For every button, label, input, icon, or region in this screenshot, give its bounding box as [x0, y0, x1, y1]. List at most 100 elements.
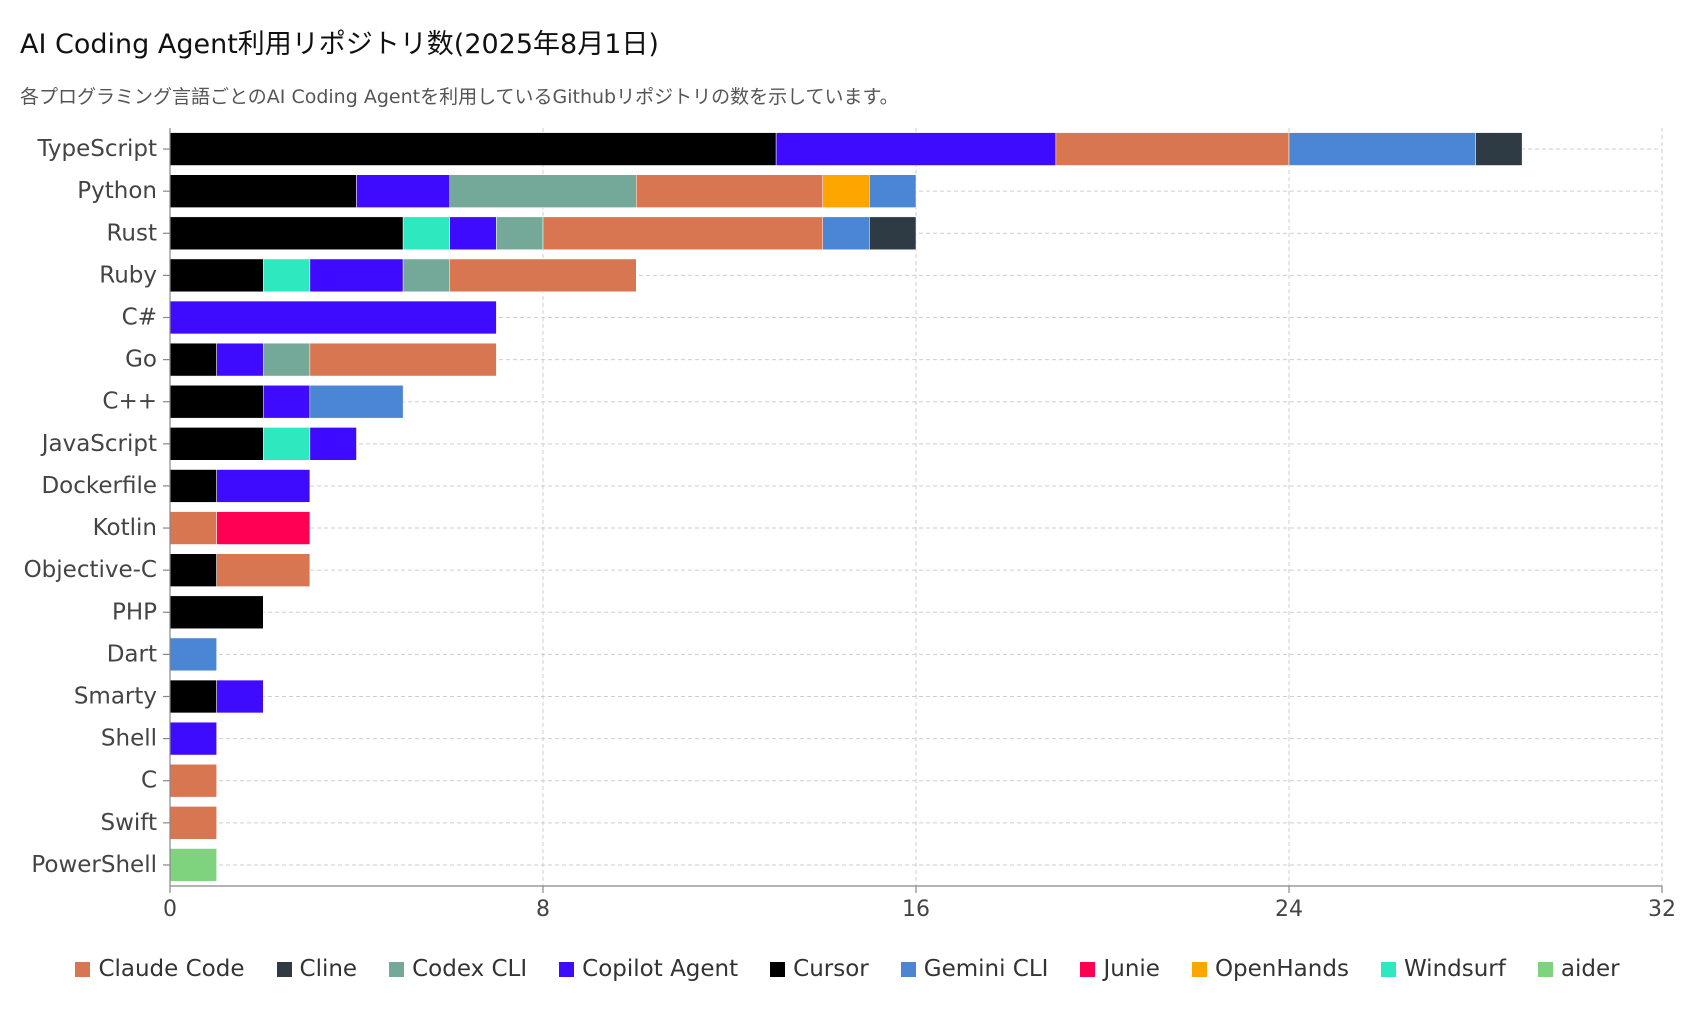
bar-segment-gemini-cli[interactable]	[822, 216, 870, 250]
legend-item-cline[interactable]: Cline	[276, 956, 358, 982]
y-tick-label: PowerShell	[31, 852, 157, 878]
y-tick-label: C#	[122, 305, 157, 331]
legend-label: OpenHands	[1214, 956, 1349, 982]
legend-item-aider[interactable]: aider	[1537, 956, 1620, 982]
legend-label: Gemini CLI	[923, 956, 1049, 982]
y-tick-label: Smarty	[74, 684, 157, 710]
y-tick-label: Go	[125, 347, 157, 373]
y-tick-label: PHP	[112, 599, 157, 625]
chart-legend: Claude Code Cline Codex CLI Copilot Agent Cu…	[0, 956, 1695, 982]
bar-segment-cursor[interactable]	[169, 553, 217, 587]
bar-segment-cline[interactable]	[1475, 132, 1523, 166]
legend-item-gemini-cli[interactable]: Gemini CLI	[900, 956, 1049, 982]
bar-segment-codex-cli[interactable]	[496, 216, 544, 250]
bar-segment-claude-code[interactable]	[169, 764, 217, 798]
x-tick-label: 16	[902, 897, 930, 922]
legend-label: Junie	[1103, 956, 1160, 982]
bar-segment-windsurf[interactable]	[402, 216, 450, 250]
bar-segment-claude-code[interactable]	[1055, 132, 1290, 166]
legend-item-claude-code[interactable]: Claude Code	[75, 956, 245, 982]
legend-label: aider	[1560, 956, 1620, 982]
legend-item-cursor[interactable]: Cursor	[770, 956, 869, 982]
bar-segment-gemini-cli[interactable]	[869, 174, 917, 208]
bar-segment-copilot-agent[interactable]	[356, 174, 450, 208]
bar-segment-cursor[interactable]	[169, 595, 264, 629]
stacked-bar-chart: TypeScript Python Rust Ruby C# Go C++ JavaScrip…	[24, 128, 1676, 922]
bar-segment-gemini-cli[interactable]	[309, 385, 404, 419]
bar-segment-claude-code[interactable]	[216, 553, 311, 587]
bar-segment-claude-code[interactable]	[169, 806, 217, 840]
bar-segment-copilot-agent[interactable]	[216, 469, 311, 503]
bar-segment-copilot-agent[interactable]	[775, 132, 1057, 166]
x-tick-label: 24	[1275, 897, 1303, 922]
bar-segment-codex-cli[interactable]	[449, 174, 637, 208]
bar-segment-claude-code[interactable]	[309, 342, 497, 377]
bar-segment-copilot-agent[interactable]	[309, 258, 404, 293]
legend-item-copilot-agent[interactable]: Copilot Agent	[559, 956, 738, 982]
bar-segment-cursor[interactable]	[169, 132, 777, 166]
bar-segment-cursor[interactable]	[169, 385, 264, 419]
y-tick-label: C++	[102, 389, 157, 415]
legend-label: Cline	[299, 956, 358, 982]
bar-segment-claude-code[interactable]	[636, 174, 823, 208]
legend-item-windsurf[interactable]: Windsurf	[1380, 956, 1506, 982]
legend-swatch	[559, 961, 575, 977]
bar-segment-cline[interactable]	[869, 216, 917, 250]
bar-segment-claude-code[interactable]	[542, 216, 823, 250]
bar-segment-cursor[interactable]	[169, 216, 404, 250]
legend-swatch	[900, 961, 916, 977]
bar-segment-codex-cli[interactable]	[263, 342, 311, 377]
bar-segment-cursor[interactable]	[169, 427, 264, 461]
chart-title: AI Coding Agent利用リポジトリ数(2025年8月1日)	[20, 29, 659, 60]
bar-segment-copilot-agent[interactable]	[216, 342, 264, 377]
legend-item-openhands[interactable]: OpenHands	[1191, 956, 1349, 982]
bar-segment-windsurf[interactable]	[263, 258, 311, 293]
bar-segment-windsurf[interactable]	[263, 427, 311, 461]
bar-segment-gemini-cli[interactable]	[169, 637, 217, 672]
legend-swatch	[276, 961, 292, 977]
bar-segment-cursor[interactable]	[169, 174, 357, 208]
y-tick-label: Dockerfile	[41, 473, 157, 499]
y-tick-label: Ruby	[99, 262, 157, 288]
y-tick-label: Dart	[107, 641, 157, 667]
y-tick-label: Python	[77, 178, 157, 204]
bar-segment-copilot-agent[interactable]	[169, 721, 217, 756]
bar-segment-copilot-agent[interactable]	[216, 679, 264, 714]
bar-segment-copilot-agent[interactable]	[263, 385, 311, 419]
y-tick-label: TypeScript	[36, 136, 157, 162]
legend-label: Windsurf	[1403, 956, 1506, 982]
x-tick-label: 0	[163, 897, 177, 922]
bar-segment-junie[interactable]	[216, 511, 311, 545]
bar-segment-cursor[interactable]	[169, 469, 217, 503]
legend-item-codex-cli[interactable]: Codex CLI	[389, 956, 527, 982]
bar-segment-copilot-agent[interactable]	[169, 300, 497, 335]
bar-segment-openhands[interactable]	[822, 174, 870, 208]
y-tick-label: Rust	[106, 220, 157, 246]
legend-swatch	[770, 961, 786, 977]
legend-swatch	[1191, 961, 1207, 977]
bar-segment-cursor[interactable]	[169, 679, 217, 714]
legend-label: Cursor	[793, 956, 869, 982]
y-tick-label: Swift	[100, 810, 157, 836]
legend-swatch	[1080, 961, 1096, 977]
legend-swatch	[75, 961, 91, 977]
bar-segment-gemini-cli[interactable]	[1288, 132, 1476, 166]
y-tick-label: C	[141, 768, 157, 794]
legend-label: Copilot Agent	[582, 956, 739, 982]
bar-segment-aider[interactable]	[169, 848, 217, 882]
bar-segment-codex-cli[interactable]	[402, 258, 450, 293]
legend-swatch	[1380, 961, 1396, 977]
bar-segment-copilot-agent[interactable]	[309, 427, 357, 461]
legend-label: Claude Code	[98, 956, 245, 982]
bar-segment-copilot-agent[interactable]	[449, 216, 497, 250]
bar-segment-cursor[interactable]	[169, 258, 264, 293]
x-tick-label: 32	[1648, 897, 1676, 922]
x-tick-label: 8	[536, 897, 550, 922]
bar-segment-claude-code[interactable]	[169, 511, 217, 545]
bar-segment-claude-code[interactable]	[449, 258, 637, 293]
bar-segment-cursor[interactable]	[169, 342, 217, 377]
legend-label: Codex CLI	[412, 956, 528, 982]
legend-swatch	[389, 961, 405, 977]
legend-item-junie[interactable]: Junie	[1080, 956, 1160, 982]
y-tick-label: Kotlin	[93, 515, 157, 541]
